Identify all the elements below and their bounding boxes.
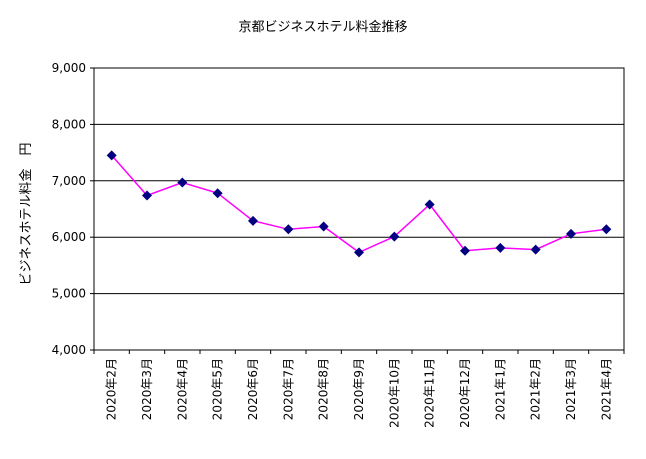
- x-tick-label: 2020年10月: [387, 358, 401, 428]
- data-point: [248, 215, 258, 226]
- y-tick-label: 9,000: [52, 61, 86, 75]
- data-point: [318, 221, 329, 232]
- x-tick-label: 2020年11月: [423, 358, 437, 428]
- y-tick-label: 6,000: [52, 230, 86, 244]
- x-tick-label: 2021年1月: [493, 358, 507, 420]
- chart-title: 京都ビジネスホテル料金推移: [238, 20, 408, 35]
- x-tick-label: 2021年2月: [529, 358, 543, 420]
- data-point: [495, 242, 506, 253]
- data-point: [354, 247, 364, 258]
- data-point: [530, 244, 541, 255]
- data-point: [460, 245, 470, 256]
- plot-area: [93, 67, 625, 351]
- data-point: [389, 231, 400, 242]
- x-tick-label: 2020年5月: [211, 358, 225, 420]
- x-tick-label: 2020年12月: [458, 358, 472, 428]
- x-tick-label: 2020年3月: [140, 358, 154, 420]
- x-tick-label: 2020年2月: [105, 358, 119, 420]
- y-tick-label: 7,000: [52, 174, 86, 188]
- data-point: [601, 224, 612, 235]
- x-tick-label: 2020年7月: [281, 358, 295, 420]
- data-point: [424, 199, 435, 210]
- data-point: [106, 150, 117, 161]
- data-point: [177, 177, 188, 188]
- x-tick-label: 2020年6月: [246, 358, 260, 420]
- data-point: [212, 188, 223, 199]
- y-tick-label: 5,000: [52, 287, 86, 301]
- data-point: [142, 190, 152, 201]
- x-tick-label: 2020年4月: [175, 358, 189, 420]
- data-point: [566, 228, 576, 239]
- x-tick-label: 2020年8月: [317, 358, 331, 420]
- x-tick-label: 2021年3月: [564, 358, 578, 420]
- y-tick-label: 8,000: [52, 117, 86, 131]
- data-point: [283, 224, 294, 235]
- x-tick-label: 2020年9月: [352, 358, 366, 420]
- y-tick-label: 4,000: [52, 343, 86, 357]
- x-tick-label: 2021年4月: [599, 358, 613, 420]
